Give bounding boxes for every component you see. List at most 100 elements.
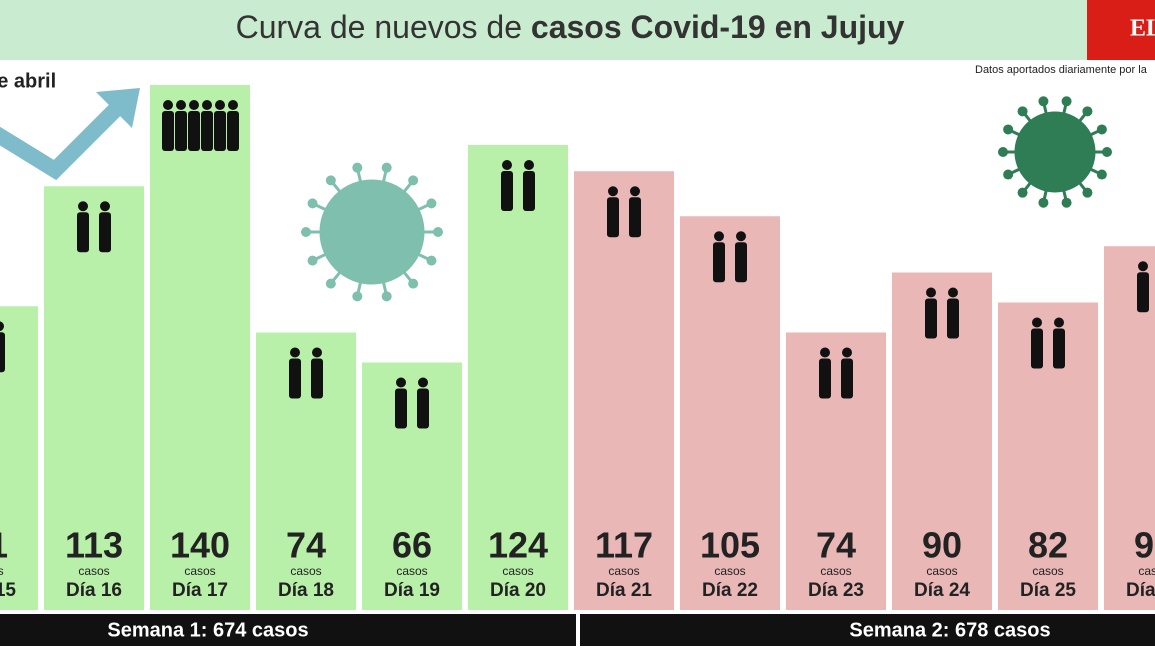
x-tick-label: Día 21	[596, 580, 652, 601]
person-icon	[202, 100, 212, 110]
person-icon	[925, 298, 937, 339]
x-tick-label: Día 25	[1020, 580, 1076, 601]
bar	[468, 145, 568, 610]
x-tick-label: Día 26	[1126, 580, 1155, 601]
person-icon	[608, 186, 618, 197]
value-label: 81	[0, 525, 8, 566]
person-icon	[418, 377, 428, 388]
virus-spike-tip	[1096, 169, 1107, 180]
person-icon	[289, 358, 301, 399]
value-label: 74	[286, 525, 326, 566]
virus-spike-tip	[1096, 124, 1107, 135]
bar	[362, 362, 462, 610]
x-tick-label: Día 24	[914, 580, 970, 601]
person-icon	[417, 388, 429, 429]
x-tick-label: Día 15	[0, 580, 16, 601]
person-icon	[926, 287, 936, 298]
person-icon	[1137, 272, 1149, 313]
x-tick-label: Día 20	[490, 580, 546, 601]
virus-spike-tip	[325, 278, 336, 289]
person-icon	[736, 231, 746, 242]
person-icon	[1054, 317, 1064, 328]
person-icon	[841, 358, 853, 399]
value-label: 105	[700, 525, 760, 566]
unit-label: casos	[78, 564, 109, 578]
person-icon	[735, 242, 747, 283]
unit-label: casos	[0, 564, 4, 578]
value-label: 74	[816, 525, 856, 566]
person-icon	[188, 111, 200, 151]
unit-label: casos	[1138, 564, 1155, 578]
value-label: 66	[392, 525, 432, 566]
person-icon	[523, 171, 535, 211]
unit-label: casos	[184, 564, 215, 578]
person-icon	[162, 111, 174, 151]
bar	[44, 186, 144, 610]
virus-spike-tip	[433, 227, 443, 237]
virus-spike-tip	[408, 278, 419, 289]
virus-spike-tip	[1061, 96, 1072, 107]
unit-label: casos	[820, 564, 851, 578]
value-label: 97	[1134, 525, 1155, 566]
virus-spike-tip	[426, 198, 437, 209]
person-icon	[820, 347, 830, 358]
person-icon	[214, 111, 226, 151]
arrow-head	[96, 88, 140, 128]
virus-spike-tip	[1017, 187, 1028, 198]
value-label: 117	[595, 525, 653, 566]
arrow	[0, 94, 131, 181]
bar	[0, 306, 38, 610]
person-icon	[396, 377, 406, 388]
person-icon	[78, 201, 88, 212]
person-icon	[175, 111, 187, 151]
virus-spike-tip	[1102, 147, 1112, 157]
virus-spike-tip	[426, 255, 437, 266]
logo-box	[1087, 0, 1155, 60]
header-band	[0, 0, 1155, 60]
virus-spike-tip	[325, 175, 336, 186]
unit-label: casos	[714, 564, 745, 578]
week-label: Semana 2: 678 casos	[849, 619, 1050, 641]
virus-spike-tip	[307, 198, 318, 209]
person-icon	[290, 347, 300, 358]
x-tick-label: Día 16	[66, 580, 122, 601]
bar	[892, 272, 992, 610]
virus-spike-tip	[998, 147, 1008, 157]
person-icon	[312, 347, 322, 358]
person-icon	[176, 100, 186, 110]
virus-spike-tip	[1003, 169, 1014, 180]
subtitle: Datos aportados diariamente por la	[975, 64, 1148, 76]
person-icon	[0, 332, 5, 373]
virus-spike-tip	[307, 255, 318, 266]
person-icon	[99, 212, 111, 253]
unit-label: casos	[926, 564, 957, 578]
person-icon	[1032, 317, 1042, 328]
person-icon	[607, 197, 619, 238]
x-tick-label: Día 23	[808, 580, 864, 601]
value-label: 140	[170, 525, 230, 566]
title-part: casos Covid-19 en Jujuy	[531, 9, 905, 45]
virus-spike-tip	[1082, 187, 1093, 198]
person-icon	[502, 160, 512, 170]
person-icon	[713, 242, 725, 283]
virus-spike-tip	[1061, 197, 1072, 208]
value-label: 124	[488, 525, 548, 566]
person-icon	[524, 160, 534, 170]
person-icon	[0, 321, 4, 332]
virus-spike-tip	[1017, 106, 1028, 117]
person-icon	[1053, 328, 1065, 369]
week-label: Semana 1: 674 casos	[107, 619, 308, 641]
person-icon	[100, 201, 110, 212]
unit-label: casos	[502, 564, 533, 578]
note: de abril	[0, 70, 56, 92]
virus-spike-tip	[1082, 106, 1093, 117]
virus-spike-tip	[381, 162, 392, 173]
unit-label: casos	[396, 564, 427, 578]
bar	[998, 302, 1098, 610]
virus-spike-tip	[408, 175, 419, 186]
virus-spike-tip	[1038, 197, 1049, 208]
title-part: Curva de nuevos de	[236, 9, 522, 45]
bar	[574, 171, 674, 610]
